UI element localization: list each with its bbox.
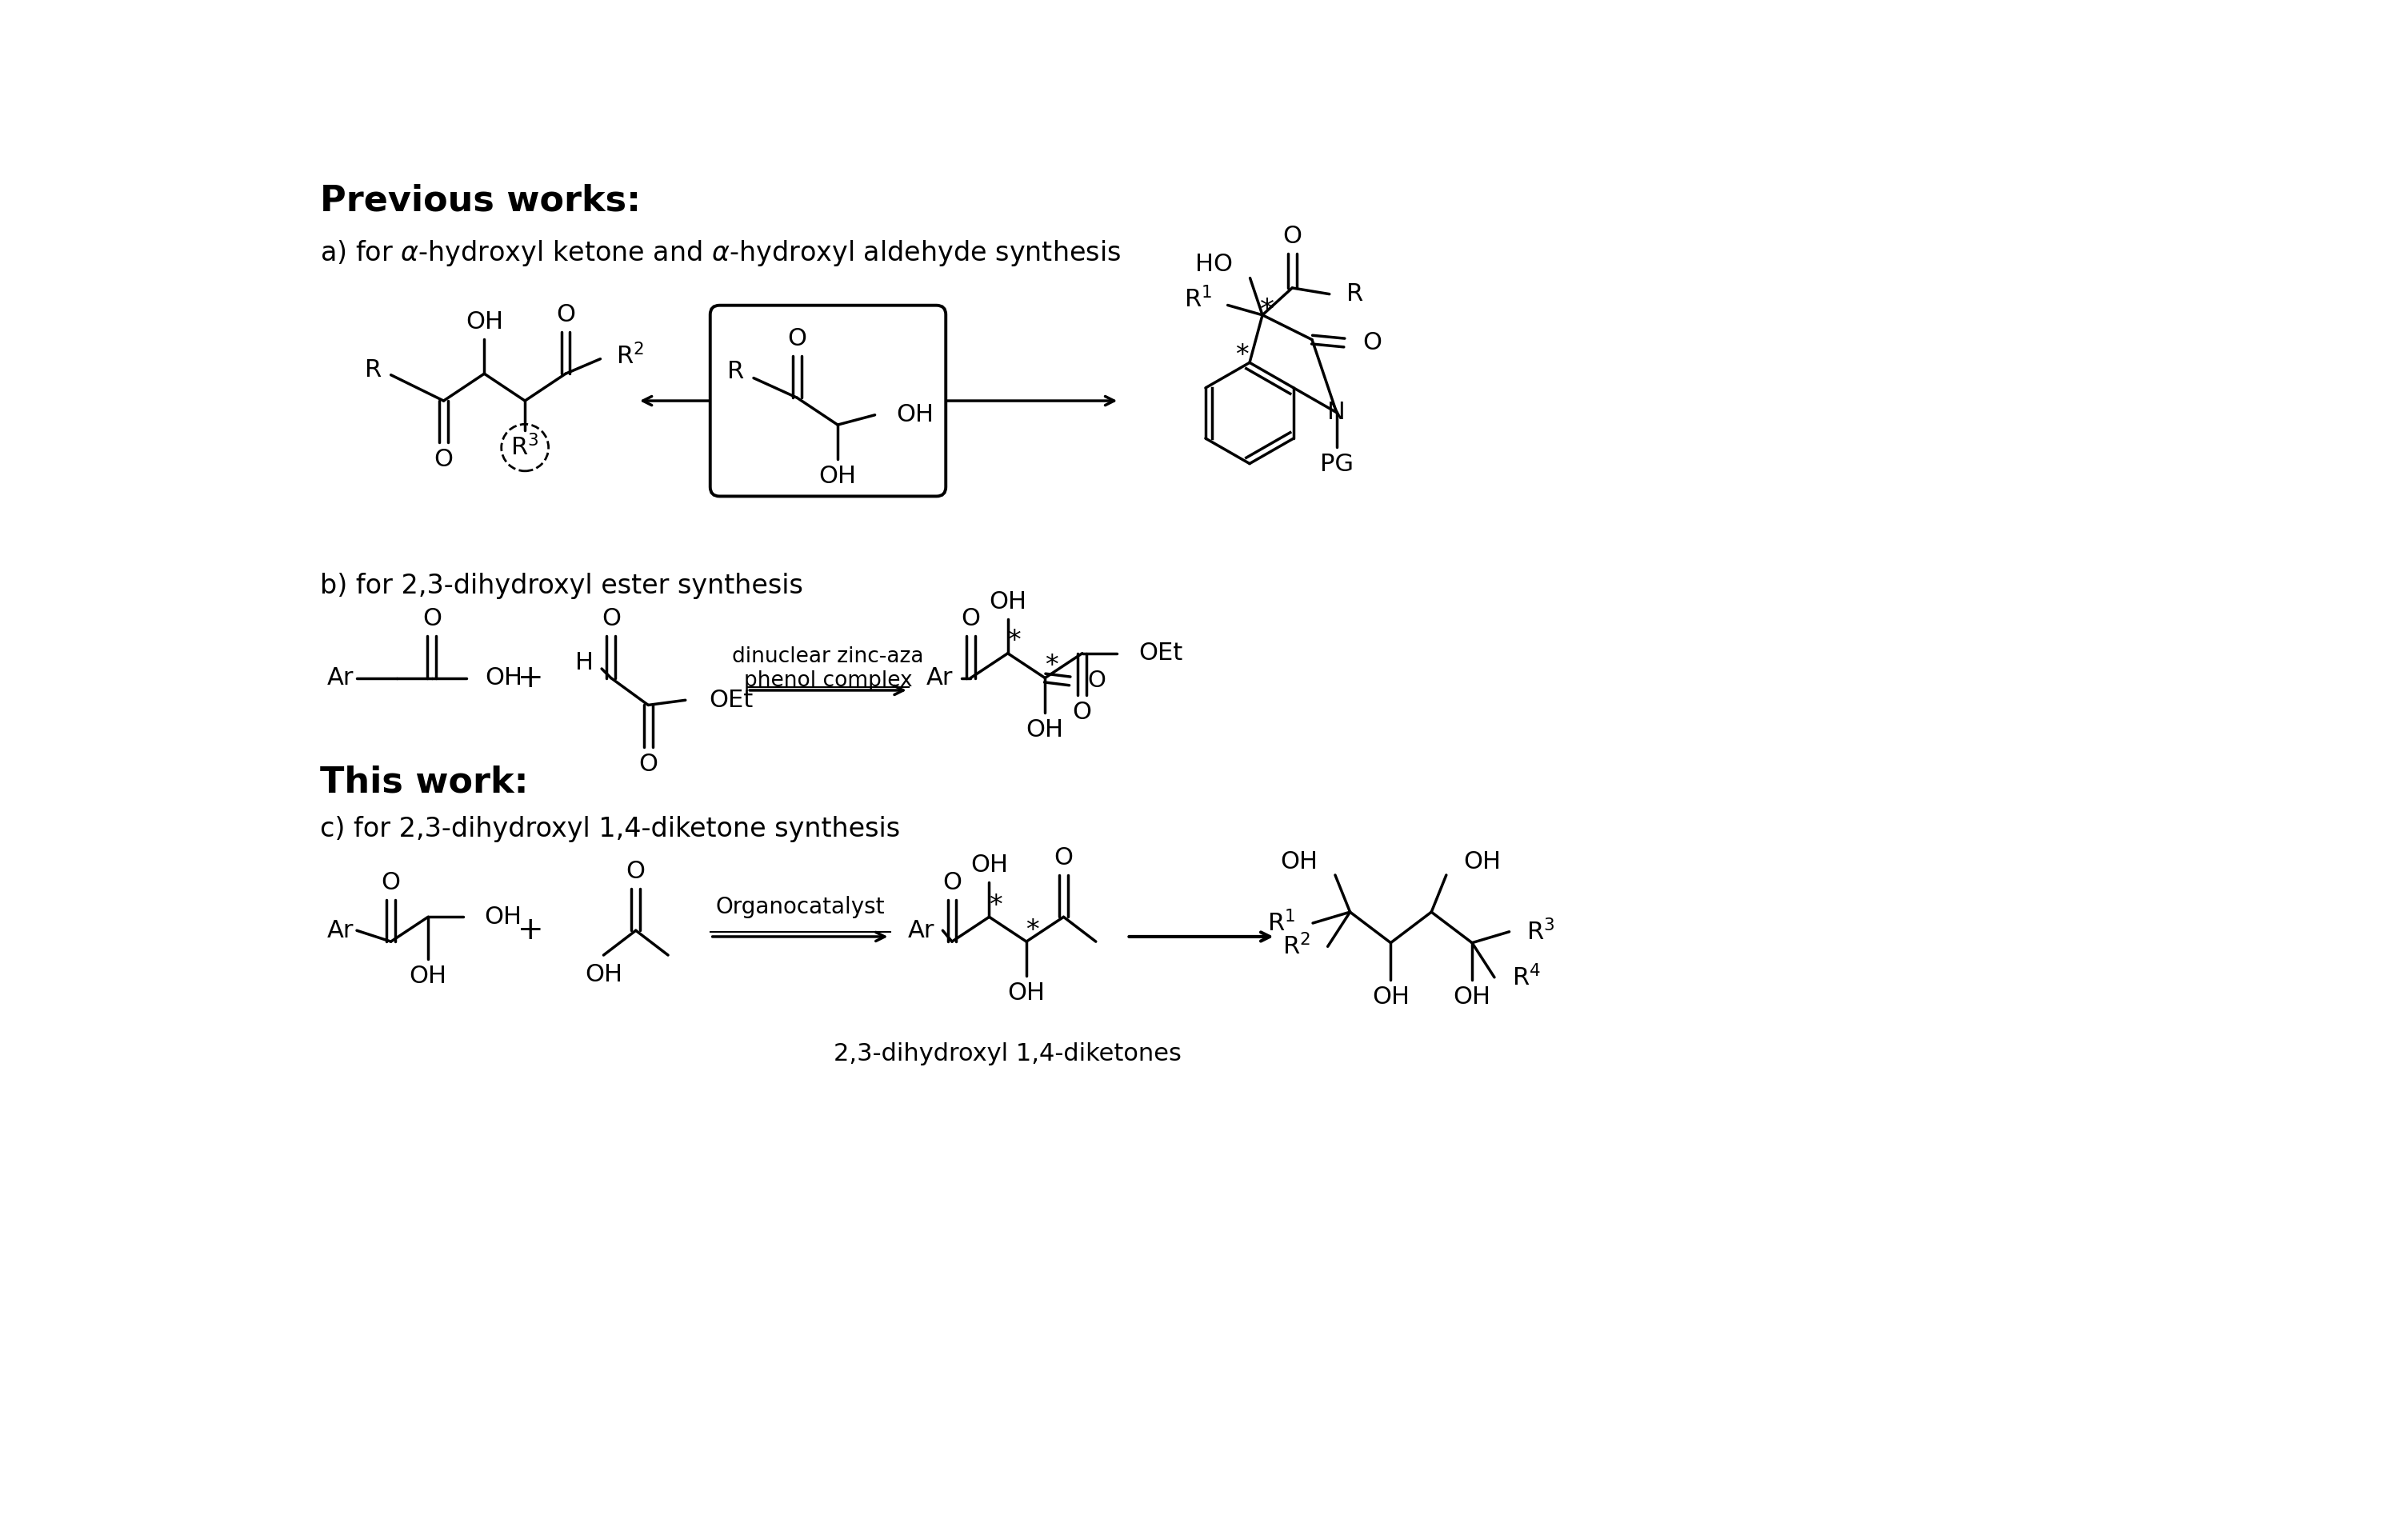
Text: Ar: Ar <box>908 918 934 943</box>
Text: O: O <box>638 752 657 775</box>
Text: O: O <box>1363 330 1382 355</box>
Text: R$^4$: R$^4$ <box>1512 964 1541 990</box>
Text: +: + <box>518 663 544 693</box>
Text: OH: OH <box>1007 982 1045 1005</box>
Text: OH: OH <box>1373 985 1409 1008</box>
Text: O: O <box>421 608 441 631</box>
Text: O: O <box>380 871 400 894</box>
Text: O: O <box>1283 224 1303 248</box>
Text: R$^2$: R$^2$ <box>616 343 643 369</box>
Text: N: N <box>1327 401 1346 423</box>
Text: OH: OH <box>1026 719 1064 742</box>
Text: O: O <box>433 448 453 472</box>
Text: OH: OH <box>409 964 448 987</box>
Text: OH: OH <box>990 589 1026 614</box>
Text: R: R <box>364 358 380 382</box>
Text: OH: OH <box>465 311 503 334</box>
Text: OH: OH <box>1454 985 1491 1008</box>
Text: R$^1$: R$^1$ <box>1185 286 1211 312</box>
Text: 2,3-dihydroxyl 1,4-diketones: 2,3-dihydroxyl 1,4-diketones <box>833 1042 1182 1065</box>
Text: Previous works:: Previous works: <box>320 183 641 218</box>
Text: O: O <box>602 608 621 631</box>
Text: O: O <box>1086 670 1105 693</box>
Text: OH: OH <box>896 404 934 426</box>
Text: dinuclear zinc-aza: dinuclear zinc-aza <box>732 646 925 667</box>
Text: O: O <box>942 871 961 894</box>
Text: R: R <box>727 361 744 384</box>
Text: Ar: Ar <box>927 667 954 690</box>
Text: Ar: Ar <box>327 918 354 943</box>
Text: OH: OH <box>970 853 1009 877</box>
Text: O: O <box>787 327 807 350</box>
Text: phenol complex: phenol complex <box>744 670 913 691</box>
Text: OH: OH <box>819 465 857 489</box>
Text: OH: OH <box>585 963 621 987</box>
Text: R$^3$: R$^3$ <box>510 434 539 460</box>
Text: O: O <box>556 303 576 326</box>
Text: R$^2$: R$^2$ <box>1283 934 1310 959</box>
Text: OEt: OEt <box>708 688 754 711</box>
Text: This work:: This work: <box>320 766 527 800</box>
Text: OH: OH <box>1281 850 1317 873</box>
Text: *: * <box>1259 297 1274 324</box>
Text: *: * <box>990 892 1002 918</box>
Text: *: * <box>1026 917 1040 944</box>
Text: O: O <box>1055 847 1074 870</box>
Text: O: O <box>1072 701 1091 723</box>
Text: O: O <box>961 608 980 631</box>
Text: a) for $\alpha$-hydroxyl ketone and $\alpha$-hydroxyl aldehyde synthesis: a) for $\alpha$-hydroxyl ketone and $\al… <box>320 238 1120 268</box>
Text: *: * <box>1235 343 1250 369</box>
Text: R: R <box>1346 282 1363 306</box>
Text: b) for 2,3-dihydroxyl ester synthesis: b) for 2,3-dihydroxyl ester synthesis <box>320 573 802 599</box>
Text: c) for 2,3-dihydroxyl 1,4-diketone synthesis: c) for 2,3-dihydroxyl 1,4-diketone synth… <box>320 816 901 842</box>
Text: Ar: Ar <box>327 667 354 690</box>
Text: Organocatalyst: Organocatalyst <box>715 896 884 918</box>
Text: *: * <box>1045 652 1057 679</box>
Text: +: + <box>518 915 544 946</box>
Text: H: H <box>576 650 595 675</box>
Text: R$^1$: R$^1$ <box>1267 911 1296 937</box>
Text: PG: PG <box>1320 452 1353 475</box>
Text: *: * <box>1007 627 1021 655</box>
Text: R$^3$: R$^3$ <box>1527 918 1556 944</box>
Text: O: O <box>626 860 645 883</box>
Text: OH: OH <box>484 905 523 929</box>
Text: OH: OH <box>1464 850 1500 873</box>
Text: OH: OH <box>484 667 523 690</box>
Text: OEt: OEt <box>1139 641 1182 666</box>
Text: HO: HO <box>1194 253 1233 276</box>
